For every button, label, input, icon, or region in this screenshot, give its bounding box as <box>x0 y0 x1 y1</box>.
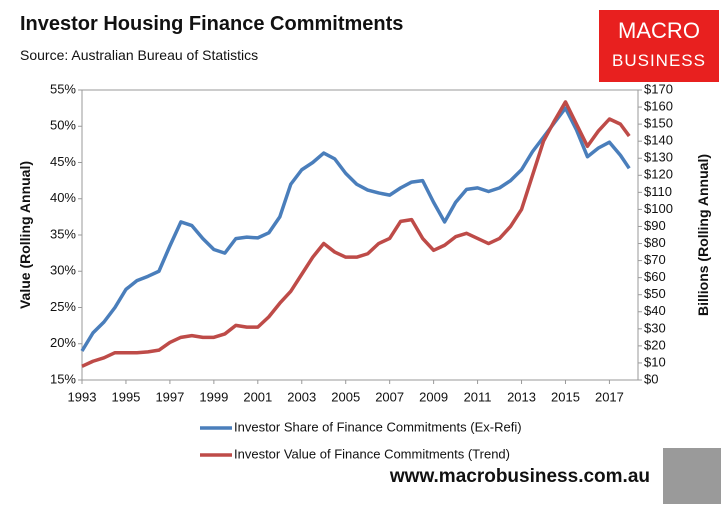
y-tick-label: 25% <box>50 299 76 314</box>
y2-tick-label: $60 <box>644 269 666 284</box>
legend-label: Investor Share of Finance Commitments (E… <box>234 419 522 434</box>
x-tick-label: 2011 <box>464 389 492 404</box>
x-tick-label: 1997 <box>155 389 184 404</box>
y2-tick-label: $130 <box>644 150 673 165</box>
footer-url: www.macrobusiness.com.au <box>389 466 650 487</box>
y-tick-label: 15% <box>50 371 76 386</box>
y2-axis-label: Billions (Rolling Annual) <box>695 154 711 316</box>
y-tick-label: 30% <box>50 263 76 278</box>
y2-tick-label: $10 <box>644 354 666 369</box>
x-tick-label: 2007 <box>375 389 404 404</box>
logo-box <box>599 10 719 82</box>
chart-subtitle: Source: Australian Bureau of Statistics <box>20 47 258 63</box>
logo-text: MACRO <box>618 18 700 43</box>
y2-tick-label: $40 <box>644 303 666 318</box>
legend-label: Investor Value of Finance Commitments (T… <box>234 446 510 461</box>
x-tick-label: 2017 <box>595 389 624 404</box>
series-line <box>80 106 631 352</box>
x-tick-label: 2005 <box>331 389 360 404</box>
wolf-image <box>663 448 721 504</box>
y2-tick-label: $150 <box>644 116 673 131</box>
y2-tick-label: $120 <box>644 167 673 182</box>
y-tick-label: 40% <box>50 190 76 205</box>
y-tick-label: 50% <box>50 118 76 133</box>
y2-tick-label: $100 <box>644 201 673 216</box>
plot-border <box>81 89 639 381</box>
y2-tick-label: $160 <box>644 98 673 113</box>
y-tick-label: 55% <box>50 81 76 96</box>
y2-tick-label: $70 <box>644 252 666 267</box>
x-tick-label: 2013 <box>507 389 536 404</box>
y2-tick-label: $170 <box>644 81 673 96</box>
y2-tick-label: $110 <box>644 184 672 199</box>
y2-tick-label: $140 <box>644 133 673 148</box>
series-line <box>81 100 631 368</box>
y-axis-label: Value (Rolling Annual) <box>17 161 33 309</box>
chart-title: Investor Housing Finance Commitments <box>20 13 403 35</box>
y2-tick-label: $30 <box>644 320 666 335</box>
y-tick-label: 35% <box>50 226 76 241</box>
logo-text: BUSINESS <box>612 51 706 70</box>
y2-tick-label: $50 <box>644 286 666 301</box>
x-tick-label: 2003 <box>287 389 316 404</box>
x-tick-label: 2015 <box>551 389 580 404</box>
x-tick-label: 1995 <box>111 389 140 404</box>
y-tick-label: 45% <box>50 154 76 169</box>
y2-tick-label: $0 <box>644 371 658 386</box>
x-tick-label: 1993 <box>68 389 97 404</box>
y2-tick-label: $20 <box>644 337 666 352</box>
x-tick-label: 2009 <box>419 389 448 404</box>
x-tick-label: 1999 <box>199 389 228 404</box>
y2-tick-label: $80 <box>644 235 666 250</box>
y-tick-label: 20% <box>50 335 76 350</box>
y2-tick-label: $90 <box>644 218 666 233</box>
x-tick-label: 2001 <box>243 389 272 404</box>
